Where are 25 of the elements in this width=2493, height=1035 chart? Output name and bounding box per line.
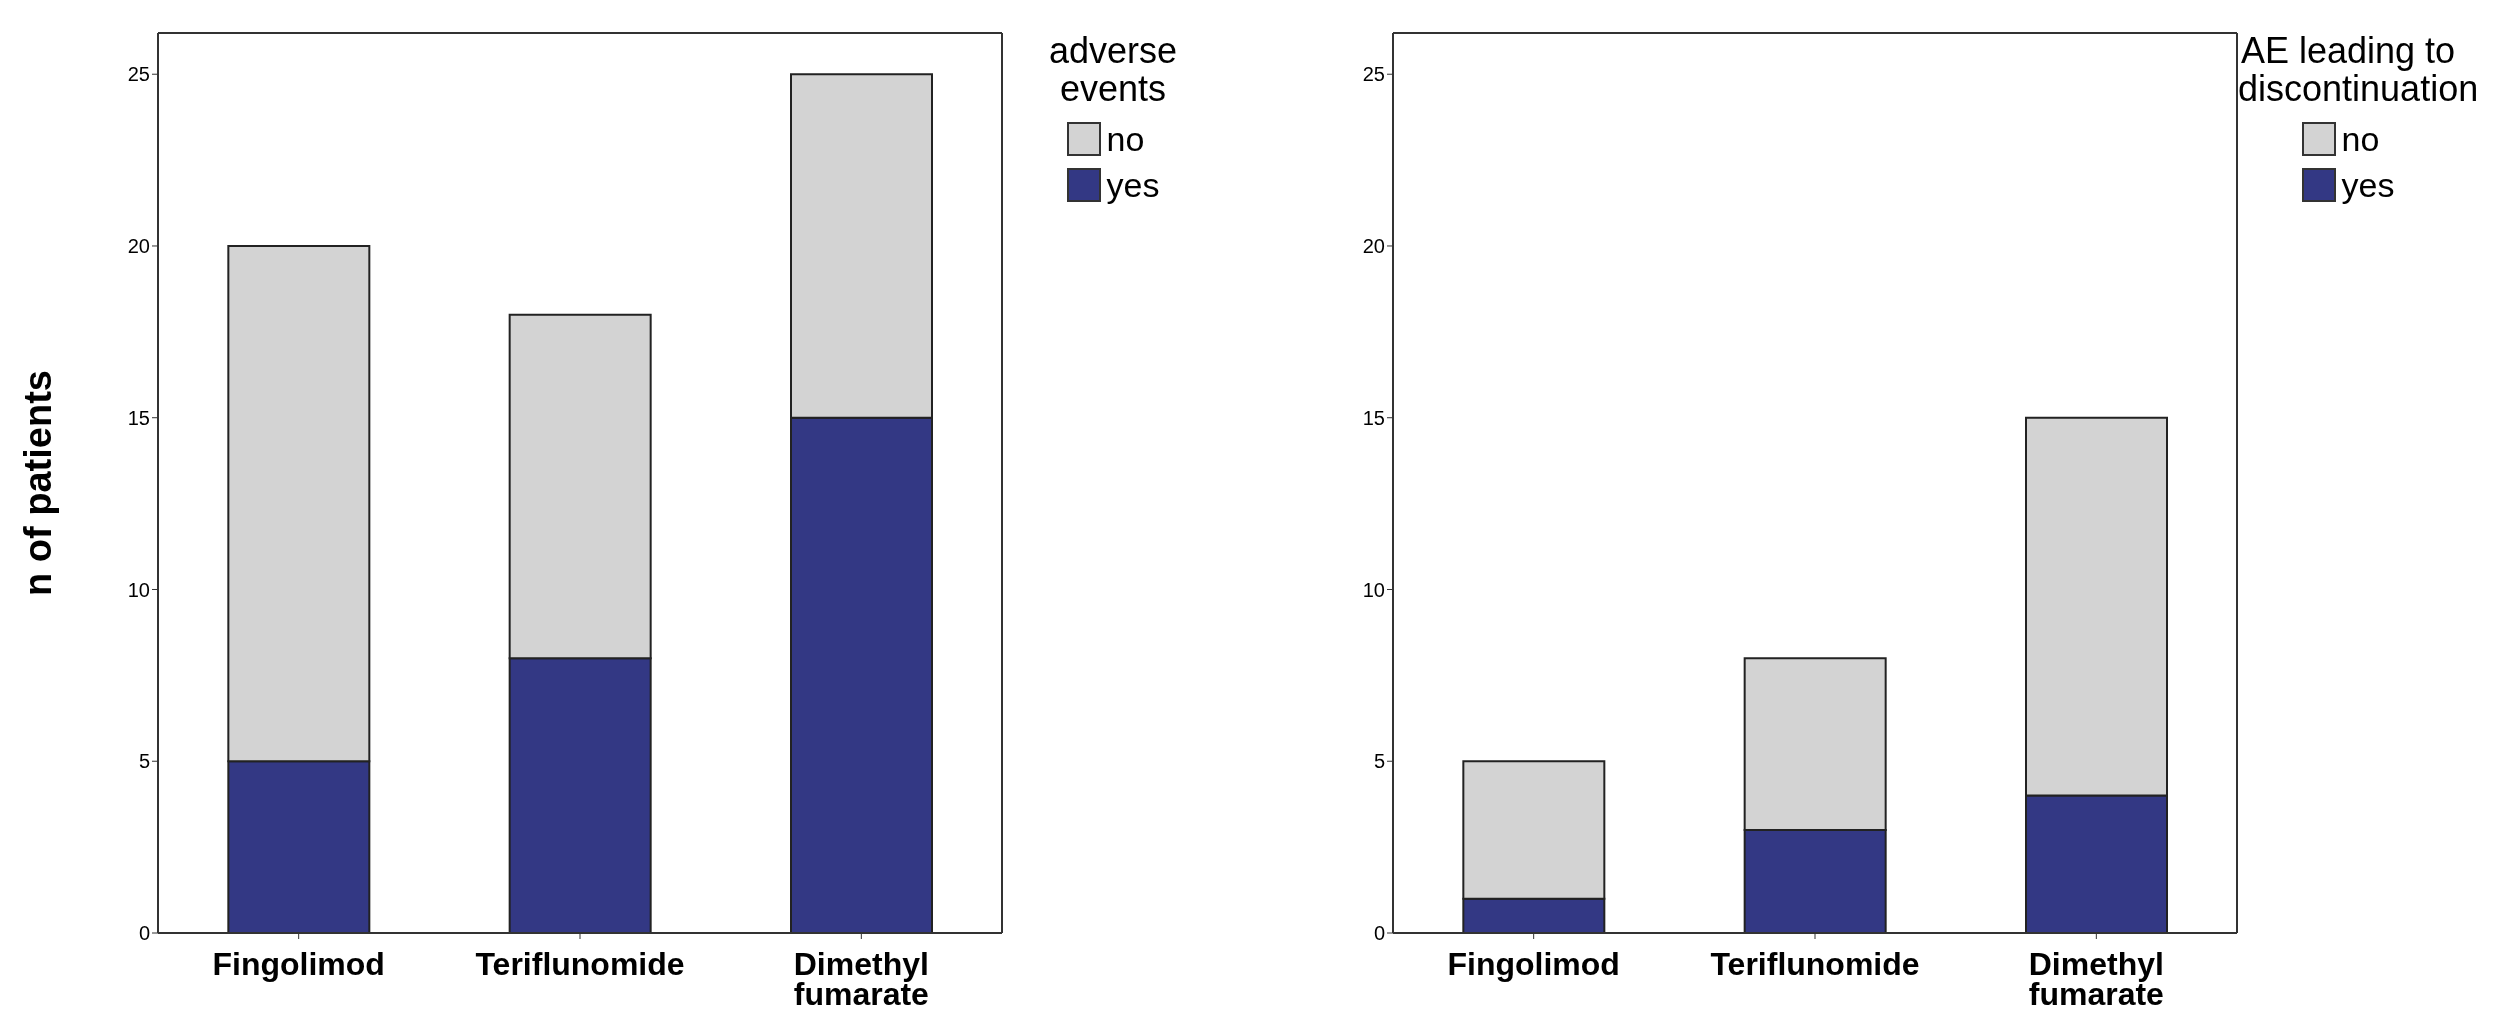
legend-label: yes [2340, 164, 2395, 206]
y-tick-label: 5 [1373, 750, 1385, 773]
y-tick-label: 10 [127, 578, 150, 601]
y-tick-label: 10 [1362, 578, 1385, 601]
legend-label: yes [1105, 164, 1160, 206]
y-tick-label: 25 [1362, 63, 1385, 86]
legend-title: adverse events [1047, 30, 1179, 109]
x-tick-label: Dimethyl fumarate [2028, 946, 2164, 1012]
y-tick-label: 0 [138, 922, 150, 945]
y-tick-label: 5 [138, 750, 150, 773]
y-axis-title: n of patients [17, 370, 60, 596]
legend-label: no [2340, 118, 2381, 160]
x-tick-label: Dimethyl fumarate [793, 946, 929, 1012]
legend-label: no [1105, 118, 1146, 160]
y-tick-label: 20 [127, 235, 150, 258]
y-tick-label: 25 [127, 63, 150, 86]
x-tick-label: Teriflunomide [1710, 946, 1920, 982]
x-tick-label: Fingolimod [212, 946, 385, 982]
x-tick-label: Fingolimod [1447, 946, 1620, 982]
legend-title: AE leading to discontinuation [2238, 30, 2479, 109]
y-tick-label: 15 [1362, 406, 1385, 429]
y-tick-label: 15 [127, 406, 150, 429]
y-tick-label: 0 [1373, 922, 1385, 945]
x-tick-label: Teriflunomide [475, 946, 685, 982]
y-tick-label: 20 [1362, 235, 1385, 258]
